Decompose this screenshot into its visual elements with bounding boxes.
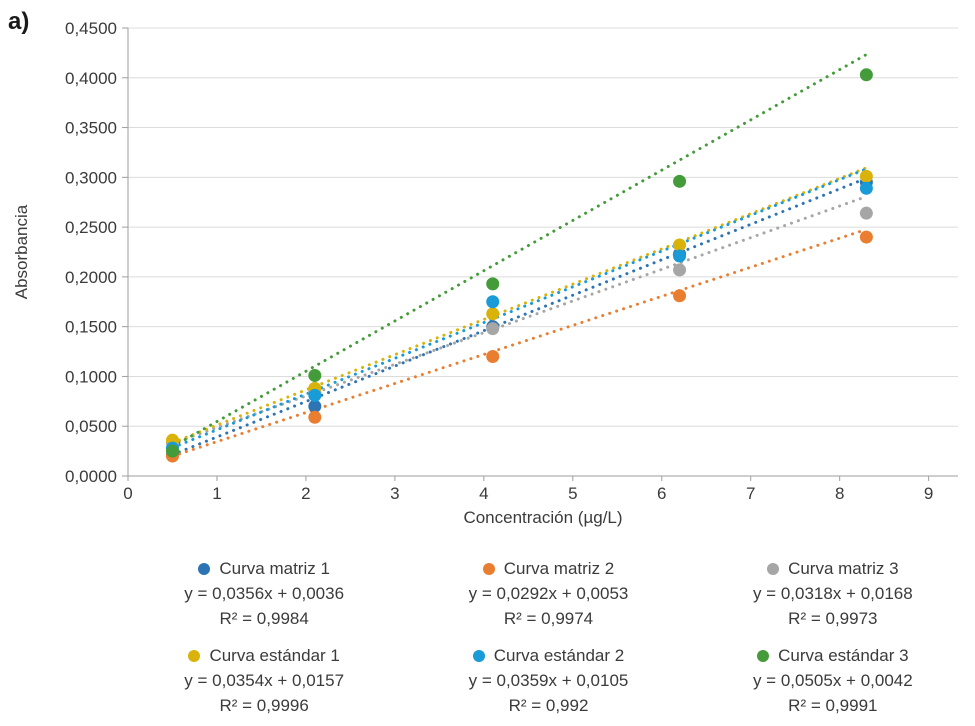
data-point xyxy=(308,388,322,402)
legend-item-curva-estandar-1: Curva estándar 1 y = 0,0354x + 0,0157 R²… xyxy=(122,643,406,718)
data-point xyxy=(673,249,687,263)
series-name: Curva estándar 3 xyxy=(778,646,909,665)
series-r-squared: R² = 0,9984 xyxy=(219,609,309,628)
series-r-squared: R² = 0,9996 xyxy=(219,696,309,715)
data-point xyxy=(859,230,873,244)
data-point xyxy=(673,238,687,252)
series-marker-icon xyxy=(767,562,780,575)
series-equation: y = 0,0505x + 0,0042 xyxy=(752,671,913,690)
series-name: Curva matriz 1 xyxy=(219,559,330,578)
data-point xyxy=(859,181,873,195)
x-tick-label: 3 xyxy=(390,484,399,503)
data-points-0 xyxy=(165,175,873,462)
x-tick-label: 6 xyxy=(657,484,666,503)
trendline-3 xyxy=(170,166,868,445)
x-tick-label: 1 xyxy=(212,484,221,503)
series-equation: y = 0,0318x + 0,0168 xyxy=(752,584,913,603)
series-equation: y = 0,0356x + 0,0036 xyxy=(184,584,345,603)
data-point xyxy=(308,399,322,413)
legend-item-curva-matriz-3: Curva matriz 3 y = 0,0318x + 0,0168 R² =… xyxy=(691,556,975,631)
data-point xyxy=(673,289,687,303)
trendline-0 xyxy=(170,176,868,457)
data-point xyxy=(486,322,500,336)
data-points-5 xyxy=(165,68,873,458)
data-point xyxy=(486,350,500,364)
y-tick-label: 0,3500 xyxy=(65,119,117,138)
data-point xyxy=(673,174,687,188)
axes: 0,0000 0,0500 0,1000 0,1500 0,2000 0,2500 0,30… xyxy=(65,19,958,503)
legend-item-curva-estandar-3: Curva estándar 3 y = 0,0505x + 0,0042 R²… xyxy=(691,643,975,718)
data-points-1 xyxy=(165,230,873,463)
data-point xyxy=(486,307,500,321)
x-tick-label: 5 xyxy=(568,484,577,503)
data-points-2 xyxy=(165,206,873,450)
data-points-4 xyxy=(165,181,873,455)
series-r-squared: R² = 0,9991 xyxy=(788,696,878,715)
data-point xyxy=(308,410,322,424)
x-tick-label: 9 xyxy=(924,484,933,503)
series-marker-icon xyxy=(472,649,485,662)
series-marker-icon xyxy=(482,562,495,575)
gridlines xyxy=(128,27,958,427)
y-tick-label: 0,1000 xyxy=(65,367,117,386)
scatter-plot: 0,0000 0,0500 0,1000 0,1500 0,2000 0,2500 0,30… xyxy=(65,19,958,503)
series-name: Curva estándar 1 xyxy=(209,646,340,665)
trendline-4 xyxy=(170,167,868,450)
data-point xyxy=(486,295,500,309)
legend-item-curva-matriz-1: Curva matriz 1 y = 0,0356x + 0,0036 R² =… xyxy=(122,556,406,631)
series-marker-icon xyxy=(198,562,211,575)
data-point xyxy=(673,263,687,277)
y-tick-label: 0,1500 xyxy=(65,318,117,337)
trendline-2 xyxy=(170,195,868,445)
series-r-squared: R² = 0,9974 xyxy=(503,609,594,628)
x-tick-label: 7 xyxy=(746,484,755,503)
trendline-1 xyxy=(170,227,868,458)
data-point xyxy=(859,169,873,183)
series-equation: y = 0,0292x + 0,0053 xyxy=(468,584,629,603)
y-tick-label: 0,0000 xyxy=(65,467,117,486)
series-name: Curva estándar 2 xyxy=(493,646,625,665)
y-tick-label: 0,0500 xyxy=(65,417,117,436)
x-tick-label: 4 xyxy=(479,484,488,503)
y-tick-label: 0,2000 xyxy=(65,268,117,287)
y-tick-label: 0,4000 xyxy=(65,69,117,88)
x-tick-label: 8 xyxy=(835,484,844,503)
series-r-squared: R² = 0,992 xyxy=(508,696,589,715)
data-points-3 xyxy=(165,169,873,447)
series-equation: y = 0,0359x + 0,0105 xyxy=(468,671,629,690)
series-equation: y = 0,0354x + 0,0157 xyxy=(184,671,345,690)
x-tick-label: 2 xyxy=(301,484,310,503)
legend-item-curva-matriz-2: Curva matriz 2 y = 0,0292x + 0,0053 R² =… xyxy=(406,556,690,631)
panel-label: a) xyxy=(8,8,30,35)
series-name: Curva matriz 2 xyxy=(503,559,615,578)
x-axis-title: Concentración (µg/L) xyxy=(463,508,623,527)
data-point xyxy=(859,68,873,82)
data-point xyxy=(308,368,322,382)
trendline-5 xyxy=(170,53,868,449)
series-r-squared: R² = 0,9973 xyxy=(788,609,878,628)
x-tick-label: 0 xyxy=(123,484,132,503)
data-point xyxy=(859,206,873,220)
series-marker-icon xyxy=(757,649,770,662)
y-tick-label: 0,4500 xyxy=(65,19,117,38)
data-point xyxy=(165,444,179,458)
series-marker-icon xyxy=(188,649,201,662)
y-tick-label: 0,3000 xyxy=(65,168,117,187)
y-tick-label: 0,2500 xyxy=(65,218,117,237)
legend-item-curva-estandar-2: Curva estándar 2 y = 0,0359x + 0,0105 R²… xyxy=(406,643,690,718)
chart-legend: Curva matriz 1 y = 0,0356x + 0,0036 R² =… xyxy=(122,556,975,718)
data-point xyxy=(486,277,500,291)
series-name: Curva matriz 3 xyxy=(788,559,899,578)
